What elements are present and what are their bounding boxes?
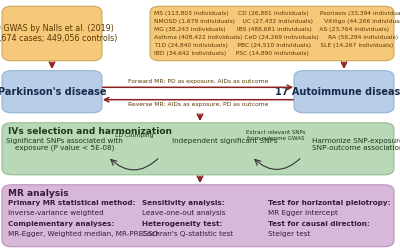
Text: MS (113,803 individuals)     CD (26,881 individuals)      Psoriasis (33,394 indi: MS (113,803 individuals) CD (26,881 indi…	[154, 11, 400, 16]
Text: IVs selection and harmonization: IVs selection and harmonization	[8, 127, 172, 136]
Text: Asthma (408,422 individuals) CeD (24,269 individuals)     RA (58,284 individuals: Asthma (408,422 individuals) CeD (24,269…	[154, 35, 398, 40]
Text: Steiger test: Steiger test	[268, 231, 310, 237]
Text: IBD (34,642 individuals)     PSC (14,890 individuals): IBD (34,642 individuals) PSC (14,890 ind…	[154, 51, 309, 56]
Text: Parkinson's disease: Parkinson's disease	[0, 87, 106, 97]
Text: Independent significant SNPs: Independent significant SNPs	[172, 138, 278, 144]
Text: Forward MR: PD as exposure, AIDs as outcome: Forward MR: PD as exposure, AIDs as outc…	[128, 79, 268, 84]
Text: MR Egger intercept: MR Egger intercept	[268, 210, 338, 216]
Text: 17 Autoimmune diseases: 17 Autoimmune diseases	[275, 87, 400, 97]
Text: Cochran's Q-statistic test: Cochran's Q-statistic test	[142, 231, 233, 237]
Text: Extract relevant SNPs
from outcome GWAS: Extract relevant SNPs from outcome GWAS	[246, 130, 306, 141]
Text: MR analysis: MR analysis	[8, 189, 69, 198]
Text: PD GWAS by Nalls et al. (2019)
(33,674 cases; 449,056 controls): PD GWAS by Nalls et al. (2019) (33,674 c…	[0, 24, 118, 43]
Text: MR-Egger, Weighted median, MR-PRESSO: MR-Egger, Weighted median, MR-PRESSO	[8, 231, 158, 237]
FancyBboxPatch shape	[2, 185, 394, 247]
FancyBboxPatch shape	[2, 71, 102, 113]
Text: Heterogeneity test:: Heterogeneity test:	[142, 221, 222, 227]
Text: NMOSD (1,679 individuals)    UC (27,432 individuals)      Vitiligo (44,266 indiv: NMOSD (1,679 individuals) UC (27,432 ind…	[154, 19, 400, 24]
Text: MG (38,243 individuals)      IBS (488,681 individuals)    AS (23,764 individuals: MG (38,243 individuals) IBS (488,681 ind…	[154, 27, 389, 32]
Text: Reverse MR: AIDs as exposure, PD as outcome: Reverse MR: AIDs as exposure, PD as outc…	[128, 102, 268, 107]
Text: Primary MR statistical method:: Primary MR statistical method:	[8, 200, 135, 206]
Text: Test for causal direction:: Test for causal direction:	[268, 221, 370, 227]
Text: Sensitivity analysis:: Sensitivity analysis:	[142, 200, 225, 206]
Text: Inverse-variance weighted: Inverse-variance weighted	[8, 210, 104, 216]
Text: Leave-one-out analysis: Leave-one-out analysis	[142, 210, 226, 216]
Text: T1D (24,840 individuals)     PBC (24,510 individuals)     SLE (14,267 individual: T1D (24,840 individuals) PBC (24,510 ind…	[154, 43, 393, 48]
Text: Harmonize SNP-exposure and
SNP-outcome associations: Harmonize SNP-exposure and SNP-outcome a…	[312, 138, 400, 151]
FancyBboxPatch shape	[2, 6, 102, 61]
FancyBboxPatch shape	[2, 123, 394, 175]
Text: LD Clumping: LD Clumping	[115, 133, 153, 138]
FancyBboxPatch shape	[150, 6, 394, 61]
Text: Test for horizontal pleiotropy:: Test for horizontal pleiotropy:	[268, 200, 390, 206]
Text: Complementary analyses:: Complementary analyses:	[8, 221, 114, 227]
Text: Significant SNPs associated with
exposure (P value < 5E-08): Significant SNPs associated with exposur…	[6, 138, 123, 151]
FancyBboxPatch shape	[294, 71, 394, 113]
